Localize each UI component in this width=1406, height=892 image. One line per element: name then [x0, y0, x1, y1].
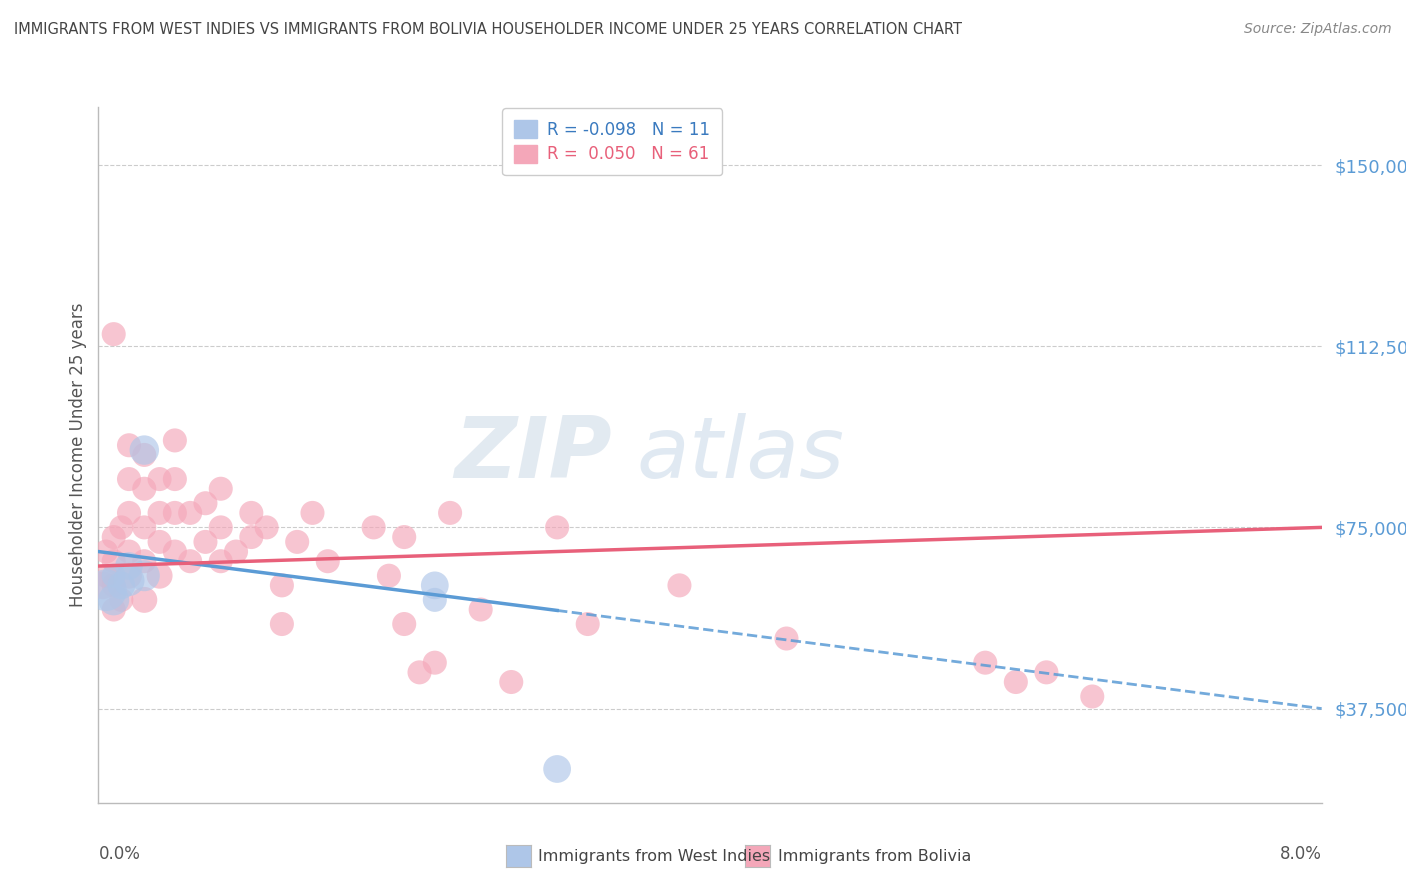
- Text: 0.0%: 0.0%: [98, 845, 141, 863]
- Point: [470, 602, 492, 616]
- Point: [149, 534, 172, 549]
- Legend: R = -0.098   N = 11, R =  0.050   N = 61: R = -0.098 N = 11, R = 0.050 N = 61: [502, 109, 723, 175]
- Point: [94, 544, 117, 558]
- Point: [94, 583, 117, 598]
- Point: [301, 506, 323, 520]
- Point: [103, 327, 125, 342]
- Point: [118, 506, 141, 520]
- Point: [1035, 665, 1057, 680]
- Y-axis label: Householder Income Under 25 years: Householder Income Under 25 years: [69, 302, 87, 607]
- Point: [270, 617, 294, 632]
- Point: [134, 554, 156, 568]
- Point: [134, 520, 156, 534]
- Point: [103, 554, 125, 568]
- Point: [501, 675, 523, 690]
- Point: [363, 520, 385, 534]
- Point: [118, 559, 141, 574]
- Point: [240, 530, 263, 544]
- Point: [209, 482, 232, 496]
- Point: [91, 578, 114, 592]
- Point: [163, 506, 186, 520]
- Text: 8.0%: 8.0%: [1279, 845, 1322, 863]
- Point: [423, 592, 446, 607]
- Point: [110, 578, 132, 592]
- Point: [118, 544, 141, 558]
- Point: [134, 568, 156, 582]
- Point: [576, 617, 599, 632]
- Point: [179, 554, 201, 568]
- Point: [103, 568, 125, 582]
- Point: [134, 443, 156, 458]
- Point: [110, 520, 132, 534]
- Text: ZIP: ZIP: [454, 413, 612, 497]
- Point: [209, 520, 232, 534]
- Point: [775, 632, 797, 646]
- Point: [103, 578, 125, 592]
- Point: [163, 472, 186, 486]
- Point: [240, 506, 263, 520]
- Point: [439, 506, 461, 520]
- Point: [110, 592, 132, 607]
- Point: [423, 656, 446, 670]
- Point: [423, 578, 446, 592]
- Point: [163, 544, 186, 558]
- Point: [378, 568, 401, 582]
- Point: [408, 665, 430, 680]
- Point: [94, 568, 117, 582]
- Point: [118, 568, 141, 582]
- Point: [149, 472, 172, 486]
- Point: [392, 530, 416, 544]
- Point: [134, 448, 156, 462]
- Point: [134, 592, 156, 607]
- Point: [118, 574, 141, 588]
- Point: [256, 520, 278, 534]
- Point: [103, 592, 125, 607]
- Point: [974, 656, 997, 670]
- Point: [134, 482, 156, 496]
- Point: [194, 534, 217, 549]
- Point: [270, 578, 294, 592]
- Point: [118, 472, 141, 486]
- Point: [1081, 690, 1104, 704]
- Point: [179, 506, 201, 520]
- Text: Source: ZipAtlas.com: Source: ZipAtlas.com: [1244, 22, 1392, 37]
- Text: atlas: atlas: [637, 413, 845, 497]
- Point: [392, 617, 416, 632]
- Point: [546, 762, 568, 776]
- Point: [163, 434, 186, 448]
- Text: IMMIGRANTS FROM WEST INDIES VS IMMIGRANTS FROM BOLIVIA HOUSEHOLDER INCOME UNDER : IMMIGRANTS FROM WEST INDIES VS IMMIGRANT…: [14, 22, 962, 37]
- Point: [194, 496, 217, 510]
- Point: [103, 530, 125, 544]
- Point: [1004, 675, 1026, 690]
- Point: [149, 568, 172, 582]
- Text: Immigrants from Bolivia: Immigrants from Bolivia: [778, 849, 972, 863]
- Point: [209, 554, 232, 568]
- Point: [285, 534, 308, 549]
- Text: Immigrants from West Indies: Immigrants from West Indies: [538, 849, 770, 863]
- Point: [316, 554, 339, 568]
- Point: [118, 438, 141, 452]
- Point: [103, 602, 125, 616]
- Point: [546, 520, 568, 534]
- Point: [668, 578, 690, 592]
- Point: [225, 544, 247, 558]
- Point: [149, 506, 172, 520]
